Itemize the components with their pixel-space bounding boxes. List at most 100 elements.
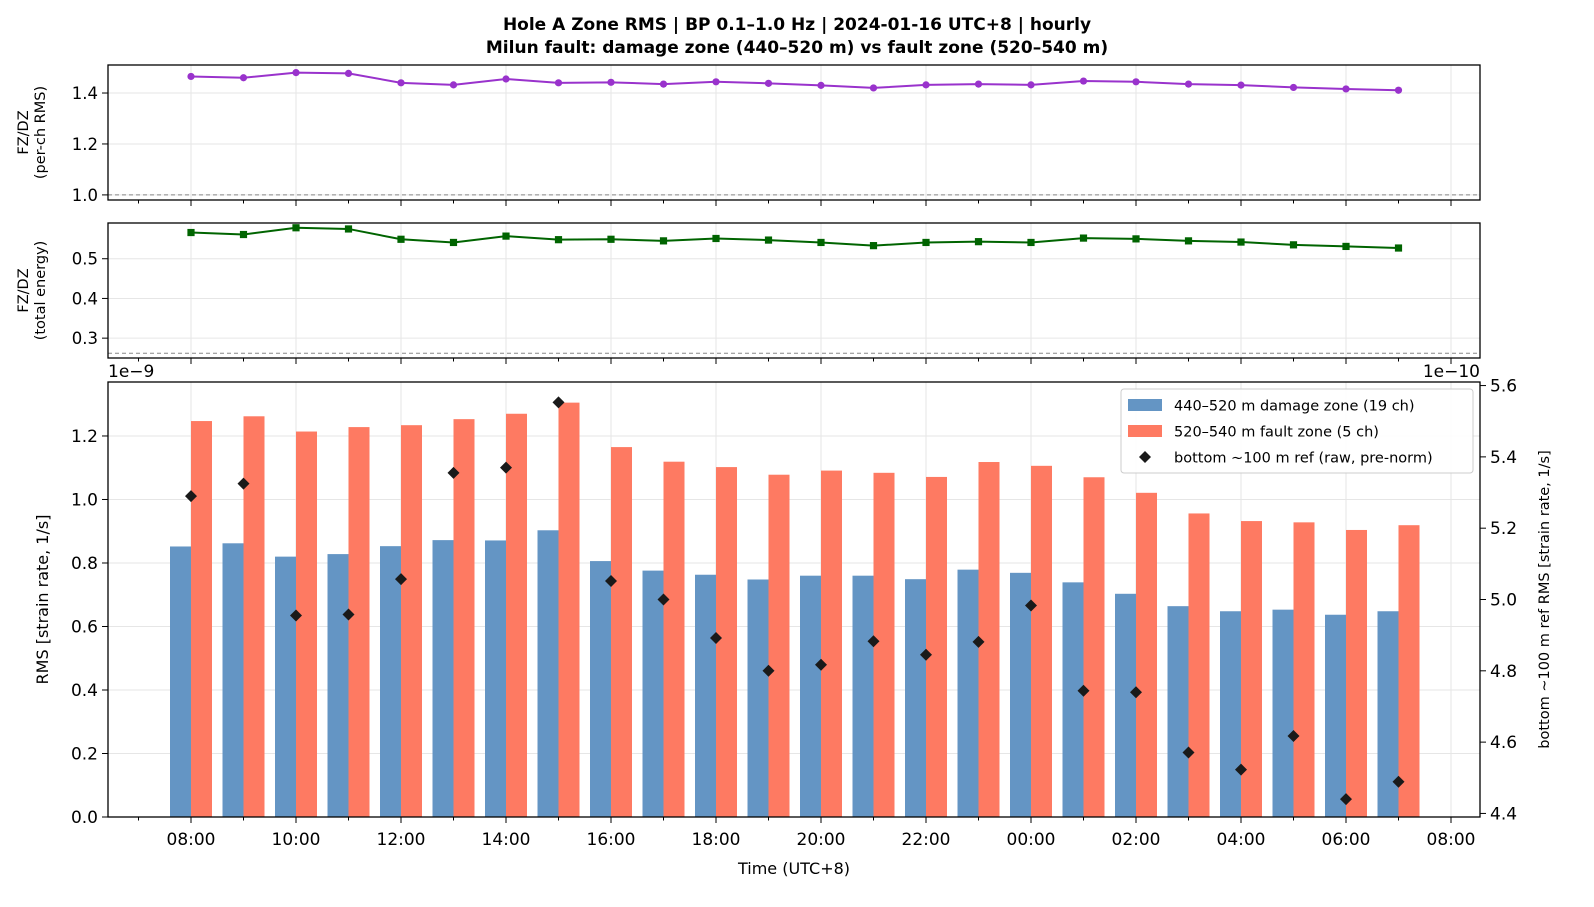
legend-swatch-fault	[1128, 425, 1162, 437]
ratio-point	[1184, 80, 1193, 88]
y-tick-label: 0.8	[71, 554, 98, 574]
legend: 440–520 m damage zone (19 ch) 520–540 m f…	[1120, 388, 1474, 474]
damage-zone-bar	[485, 540, 506, 817]
y-axis-label: FZ/DZ (total energy)	[16, 241, 49, 341]
damage-zone-bar	[1377, 611, 1399, 817]
damage-zone-bar	[1115, 593, 1136, 817]
damage-zone-bar	[905, 579, 926, 817]
y2-axis-label-text: bottom ~100 m ref RMS [strain rate, 1/s]	[1537, 450, 1553, 748]
bottom-ref-marker	[500, 461, 512, 474]
ratio-point	[1394, 244, 1403, 252]
ratio-point	[1132, 235, 1140, 243]
ratio-point	[764, 79, 773, 87]
x-tick-label: 06:00	[1322, 830, 1371, 850]
fault-zone-bar	[1136, 492, 1157, 817]
y2-axis-label: bottom ~100 m ref RMS [strain rate, 1/s]	[1537, 450, 1553, 748]
y-axis-label-line: (per-ch RMS)	[33, 86, 49, 179]
ratio-point	[292, 69, 300, 77]
ratio-point	[1289, 241, 1298, 249]
ratio-point	[817, 81, 825, 89]
fault-zone-bar	[926, 476, 947, 817]
fault-zone-bar	[1241, 521, 1262, 817]
damage-zone-bar	[590, 561, 611, 817]
bottom-ref-marker	[815, 658, 827, 671]
damage-zone-bar	[1220, 611, 1241, 817]
fault-zone-bar	[978, 462, 1000, 817]
y-tick-label: 0.4	[72, 289, 98, 308]
y-tick-label: 0.0	[71, 808, 98, 828]
x-tick-label: 18:00	[692, 830, 741, 850]
bottom-ref-marker	[237, 477, 250, 490]
ratio-series-line	[190, 226, 1399, 250]
fault-zone-bar	[716, 467, 737, 817]
damage-zone-bar	[957, 569, 979, 817]
ratio-point	[607, 78, 615, 86]
ratio-point	[1027, 81, 1035, 89]
bottom-ref-marker	[710, 632, 722, 645]
ratio-point	[869, 84, 878, 92]
fault-zone-bar	[611, 447, 632, 817]
damage-zone-bar	[327, 554, 349, 817]
y-tick-label: 0.2	[71, 744, 98, 764]
bottom-ref-marker	[1287, 730, 1300, 743]
fault-zone-bar	[401, 425, 422, 817]
damage-zone-bar	[537, 530, 559, 817]
bottom-ref-marker	[972, 635, 985, 648]
ratio-point	[974, 80, 983, 88]
ratio-point	[554, 79, 563, 87]
y-axis-label: RMS [strain rate, 1/s]	[33, 515, 52, 685]
bottom-ref-marker	[342, 608, 355, 621]
ratio-point	[764, 236, 773, 244]
ratio-point	[1394, 86, 1403, 94]
fault-zone-bar	[1083, 477, 1105, 817]
damage-zone-bar	[1167, 606, 1189, 817]
ratio-point	[187, 72, 195, 81]
bottom-ref-marker	[1130, 686, 1142, 699]
damage-zone-bar	[380, 546, 401, 817]
bottom-ref-marker	[447, 466, 460, 479]
fault-zone-bar	[1188, 513, 1210, 817]
ratio-point	[1079, 234, 1088, 242]
ratio-point	[1342, 242, 1350, 251]
fault-zone-bar	[453, 419, 475, 817]
damage-zone-bar	[642, 570, 664, 817]
ratio-point	[1132, 78, 1140, 86]
damage-zone-bar	[695, 574, 716, 817]
y-tick-label: 1.2	[71, 427, 98, 447]
legend-swatch-ref	[1139, 451, 1151, 463]
bottom-ref-marker	[1077, 684, 1090, 697]
y-tick-label: 1.2	[72, 135, 98, 154]
ratio-point	[922, 81, 930, 89]
y-axis-label-text: RMS [strain rate, 1/s]	[33, 515, 52, 685]
bottom-ref-marker	[395, 573, 407, 586]
bottom-ref-marker	[1235, 763, 1247, 776]
legend-label: 520–540 m fault zone (5 ch)	[1174, 425, 1379, 441]
bottom-ref-marker	[1025, 599, 1037, 612]
ratio-point	[502, 232, 510, 240]
damage-zone-bar	[1010, 572, 1031, 817]
bottom-ref-marker	[657, 593, 670, 606]
ratio-point	[292, 224, 300, 232]
ratio-point	[1237, 81, 1245, 89]
ratio-point	[502, 75, 510, 83]
panel-frame	[107, 222, 1481, 359]
ratio-point	[1184, 237, 1193, 245]
bottom-ref-marker	[552, 396, 565, 409]
x-tick-label: 08:00	[1427, 830, 1476, 850]
x-axis-label: Time (UTC+8)	[737, 859, 850, 878]
ratio-point	[397, 235, 405, 243]
bottom-ref-marker	[1392, 775, 1405, 788]
legend-swatch-damage	[1128, 399, 1162, 411]
y2-tick-label: 4.8	[1490, 662, 1517, 682]
bottom-ref-marker	[867, 635, 880, 648]
ratio-point	[449, 238, 458, 247]
y-tick-label: 1.0	[72, 186, 98, 205]
x-tick-label: 10:00	[272, 830, 321, 850]
y2-tick-label: 4.4	[1490, 804, 1517, 824]
y2-tick-label: 5.4	[1490, 448, 1517, 468]
ratio-point	[817, 238, 825, 247]
legend-label: 440–520 m damage zone (19 ch)	[1174, 399, 1415, 415]
y-tick-label: 1.0	[71, 490, 98, 510]
x-tick-label: 00:00	[1007, 830, 1056, 850]
